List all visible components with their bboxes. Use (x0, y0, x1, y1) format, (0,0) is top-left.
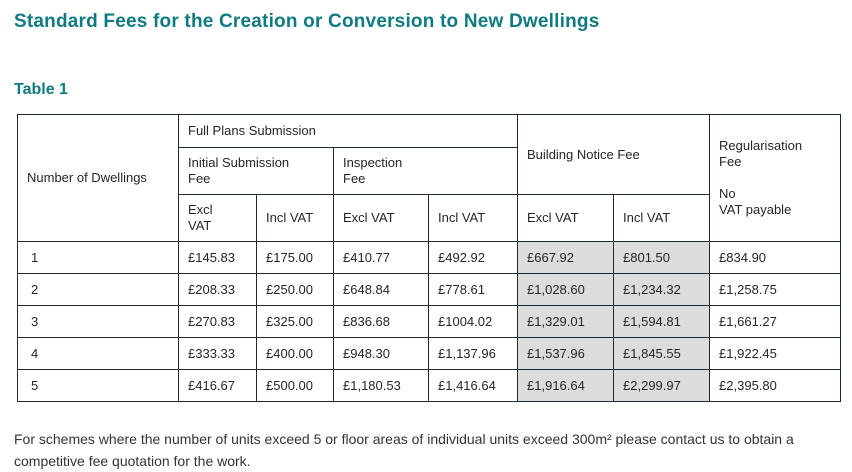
header-regularisation-fee: Regularisation Fee No VAT payable (709, 114, 842, 242)
fees-table: Number of Dwellings Full Plans Submissio… (17, 114, 842, 402)
header-full-plans-submission: Full Plans Submission (177, 114, 519, 148)
cell-regularisation: £2,395.80 (709, 369, 842, 402)
header-inspection-excl-vat: Excl VAT (333, 194, 429, 242)
cell-building-notice-incl-vat: £801.50 (613, 241, 711, 274)
table-row: 4 £333.33 £400.00 £948.30 £1,137.96 £1,5… (17, 337, 842, 370)
cell-building-notice-excl-vat: £1,329.01 (517, 305, 615, 338)
cell-initial-excl-vat: £416.67 (178, 369, 257, 402)
table-row: 2 £208.33 £250.00 £648.84 £778.61 £1,028… (17, 273, 842, 306)
cell-building-notice-excl-vat: £1,537.96 (517, 337, 615, 370)
header-number-of-dwellings: Number of Dwellings (17, 114, 179, 242)
header-inspection-incl-vat: Incl VAT (427, 194, 519, 242)
cell-initial-incl-vat: £500.00 (256, 369, 334, 402)
header-building-notice-excl-vat: Excl VAT (517, 194, 615, 242)
cell-inspection-incl-vat: £1004.02 (427, 305, 519, 338)
cell-building-notice-excl-vat: £1,028.60 (517, 273, 615, 306)
cell-inspection-excl-vat: £948.30 (333, 337, 429, 370)
cell-dwellings: 1 (17, 241, 179, 274)
header-building-notice-fee: Building Notice Fee (517, 114, 711, 195)
cell-initial-excl-vat: £270.83 (178, 305, 257, 338)
cell-dwellings: 4 (17, 337, 179, 370)
cell-building-notice-incl-vat: £1,594.81 (613, 305, 711, 338)
cell-initial-excl-vat: £333.33 (178, 337, 257, 370)
cell-initial-incl-vat: £400.00 (256, 337, 334, 370)
cell-inspection-excl-vat: £410.77 (333, 241, 429, 274)
table-row: 1 £145.83 £175.00 £410.77 £492.92 £667.9… (17, 241, 842, 274)
cell-inspection-incl-vat: £1,137.96 (427, 337, 519, 370)
cell-inspection-excl-vat: £836.68 (333, 305, 429, 338)
header-row-3: Excl VAT Incl VAT Excl VAT Incl VAT Excl… (18, 194, 841, 242)
cell-building-notice-incl-vat: £1,845.55 (613, 337, 711, 370)
cell-building-notice-excl-vat: £1,916.64 (517, 369, 615, 402)
header-initial-excl-vat: Excl VAT (178, 194, 257, 242)
cell-regularisation: £1,258.75 (709, 273, 842, 306)
cell-inspection-excl-vat: £1,180.53 (333, 369, 429, 402)
cell-regularisation: £1,922.45 (709, 337, 842, 370)
cell-inspection-excl-vat: £648.84 (333, 273, 429, 306)
table-1-label: Table 1 (14, 81, 68, 98)
header-inspection-fee: Inspection Fee (332, 147, 519, 195)
header-initial-incl-vat: Incl VAT (256, 194, 334, 242)
cell-dwellings: 2 (17, 273, 179, 306)
footnote: For schemes where the number of units ex… (14, 431, 794, 469)
table-row: 3 £270.83 £325.00 £836.68 £1004.02 £1,32… (17, 305, 842, 338)
cell-regularisation: £1,661.27 (709, 305, 842, 338)
cell-initial-incl-vat: £325.00 (256, 305, 334, 338)
cell-inspection-incl-vat: £492.92 (427, 241, 519, 274)
header-initial-submission-fee: Initial Submission Fee (178, 147, 334, 195)
page-title: Standard Fees for the Creation or Conver… (14, 11, 600, 32)
cell-building-notice-incl-vat: £2,299.97 (613, 369, 711, 402)
cell-initial-excl-vat: £145.83 (178, 241, 257, 274)
cell-initial-incl-vat: £175.00 (256, 241, 334, 274)
cell-initial-incl-vat: £250.00 (256, 273, 334, 306)
cell-initial-excl-vat: £208.33 (178, 273, 257, 306)
cell-building-notice-incl-vat: £1,234.32 (613, 273, 711, 306)
cell-building-notice-excl-vat: £667.92 (517, 241, 615, 274)
cell-inspection-incl-vat: £1,416.64 (427, 369, 519, 402)
header-row-1: Number of Dwellings Full Plans Submissio… (17, 114, 842, 242)
cell-dwellings: 5 (17, 369, 179, 402)
cell-regularisation: £834.90 (709, 241, 842, 274)
header-building-notice-incl-vat: Incl VAT (613, 194, 711, 242)
cell-dwellings: 3 (17, 305, 179, 338)
table-row: 5 £416.67 £500.00 £1,180.53 £1,416.64 £1… (17, 369, 842, 402)
cell-inspection-incl-vat: £778.61 (427, 273, 519, 306)
